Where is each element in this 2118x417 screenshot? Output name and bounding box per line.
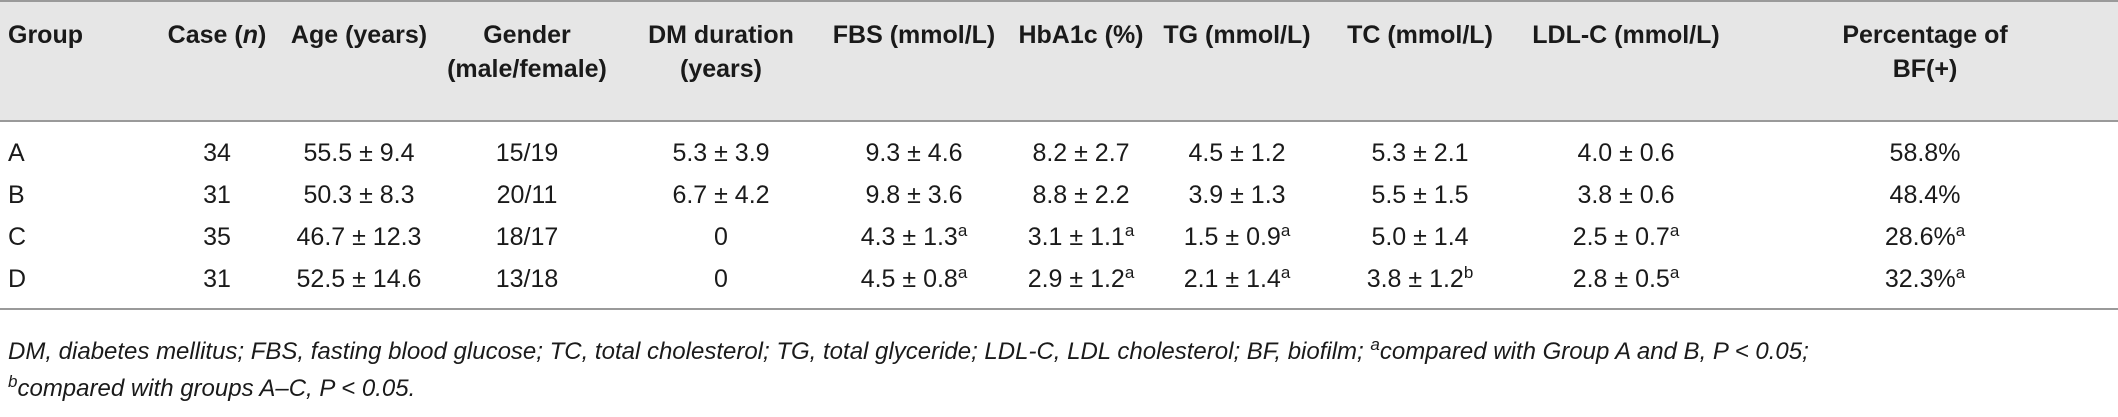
header-group: Group xyxy=(0,2,148,122)
header-tc: TC (mmol/L) xyxy=(1320,2,1520,122)
cell-gender: 13/18 xyxy=(432,258,622,310)
cell-group: B xyxy=(8,180,25,209)
header-dm-duration: DM duration (years) xyxy=(622,2,820,122)
header-bf: Percentage of BF(+) xyxy=(1732,2,2118,122)
table-row: D 31 52.5 ± 14.6 13/18 0 4.5 ± 0.8a 2.9 … xyxy=(0,258,2118,310)
header-case: Case (n) xyxy=(148,2,286,122)
footnote-mark-a: a xyxy=(1370,335,1380,354)
table-row: B 31 50.3 ± 8.3 20/11 6.7 ± 4.2 9.8 ± 3.… xyxy=(0,174,2118,216)
cell-tc: 5.0 ± 1.4 xyxy=(1371,222,1469,251)
cell-fbs: 9.8 ± 3.6 xyxy=(865,180,963,209)
cell-tc: 5.3 ± 2.1 xyxy=(1371,138,1469,167)
header-tg: TG (mmol/L) xyxy=(1154,2,1320,122)
cell-ldl: 3.8 ± 0.6 xyxy=(1577,180,1675,209)
cell-gender: 15/19 xyxy=(495,138,559,167)
header-ldl: LDL-C (mmol/L) xyxy=(1520,2,1732,122)
cell-bf: 28.6%a xyxy=(1884,220,1966,251)
cell-tg: 3.9 ± 1.3 xyxy=(1188,180,1286,209)
cell-tg: 1.5 ± 0.9a xyxy=(1183,220,1291,251)
cell-bf: 32.3%a xyxy=(1732,258,2118,310)
cell-group: D xyxy=(0,258,148,310)
cell-case: 31 xyxy=(203,180,231,209)
header-hba1c: HbA1c (%) xyxy=(1008,2,1154,122)
cell-fbs: 4.3 ± 1.3a xyxy=(860,220,968,251)
cell-case: 35 xyxy=(203,222,231,251)
cell-tc: 5.5 ± 1.5 xyxy=(1371,180,1469,209)
header-gender: Gender (male/female) xyxy=(432,2,622,122)
cell-age: 46.7 ± 12.3 xyxy=(296,222,422,251)
table-row: A 34 55.5 ± 9.4 15/19 5.3 ± 3.9 9.3 ± 4.… xyxy=(0,121,2118,174)
footnote-mark-b: b xyxy=(8,372,18,391)
footnote-abbreviations: DM, diabetes mellitus; FBS, fasting bloo… xyxy=(8,338,1371,365)
cell-case: 34 xyxy=(203,138,231,167)
table-footnote: DM, diabetes mellitus; FBS, fasting bloo… xyxy=(8,333,2108,407)
cell-dm-duration: 0 xyxy=(622,258,820,310)
footnote-note-b: compared with groups A–C, P < 0.05. xyxy=(17,375,416,402)
cell-age: 55.5 ± 9.4 xyxy=(303,138,415,167)
header-fbs: FBS (mmol/L) xyxy=(820,2,1008,122)
cell-dm-duration: 6.7 ± 4.2 xyxy=(672,180,770,209)
cell-group: C xyxy=(8,222,27,251)
cell-hba1c: 2.9 ± 1.2a xyxy=(1008,258,1154,310)
header-age: Age (years) xyxy=(286,2,432,122)
cell-tg: 2.1 ± 1.4a xyxy=(1154,258,1320,310)
cell-hba1c: 8.8 ± 2.2 xyxy=(1032,180,1130,209)
cell-group: A xyxy=(8,138,25,167)
cell-hba1c: 3.1 ± 1.1a xyxy=(1027,220,1135,251)
cell-tg: 4.5 ± 1.2 xyxy=(1188,138,1286,167)
cell-ldl: 2.8 ± 0.5a xyxy=(1520,258,1732,310)
table-header: Group Case (n) Age (years) Gender (male/f… xyxy=(0,0,2118,122)
cell-case: 31 xyxy=(148,258,286,310)
footnote-note-a: compared with Group A and B, P < 0.05; xyxy=(1379,338,1809,365)
cell-age: 50.3 ± 8.3 xyxy=(303,180,415,209)
cell-gender: 18/17 xyxy=(495,222,559,251)
cell-gender: 20/11 xyxy=(496,180,558,209)
clinical-data-table: Group Case (n) Age (years) Gender (male/f… xyxy=(0,0,2118,310)
cell-ldl: 2.5 ± 0.7a xyxy=(1572,220,1680,251)
cell-bf: 58.8% xyxy=(1889,138,1961,167)
cell-dm-duration: 0 xyxy=(714,222,728,251)
table-row: C 35 46.7 ± 12.3 18/17 0 4.3 ± 1.3a 3.1 … xyxy=(0,216,2118,258)
cell-ldl: 4.0 ± 0.6 xyxy=(1577,138,1675,167)
cell-tc: 3.8 ± 1.2b xyxy=(1320,258,1520,310)
table-body: A 34 55.5 ± 9.4 15/19 5.3 ± 3.9 9.3 ± 4.… xyxy=(0,121,2118,310)
cell-age: 52.5 ± 14.6 xyxy=(286,258,432,310)
cell-bf: 48.4% xyxy=(1889,180,1961,209)
cell-dm-duration: 5.3 ± 3.9 xyxy=(672,138,770,167)
cell-fbs: 4.5 ± 0.8a xyxy=(820,258,1008,310)
cell-fbs: 9.3 ± 4.6 xyxy=(865,138,963,167)
cell-hba1c: 8.2 ± 2.7 xyxy=(1032,138,1130,167)
